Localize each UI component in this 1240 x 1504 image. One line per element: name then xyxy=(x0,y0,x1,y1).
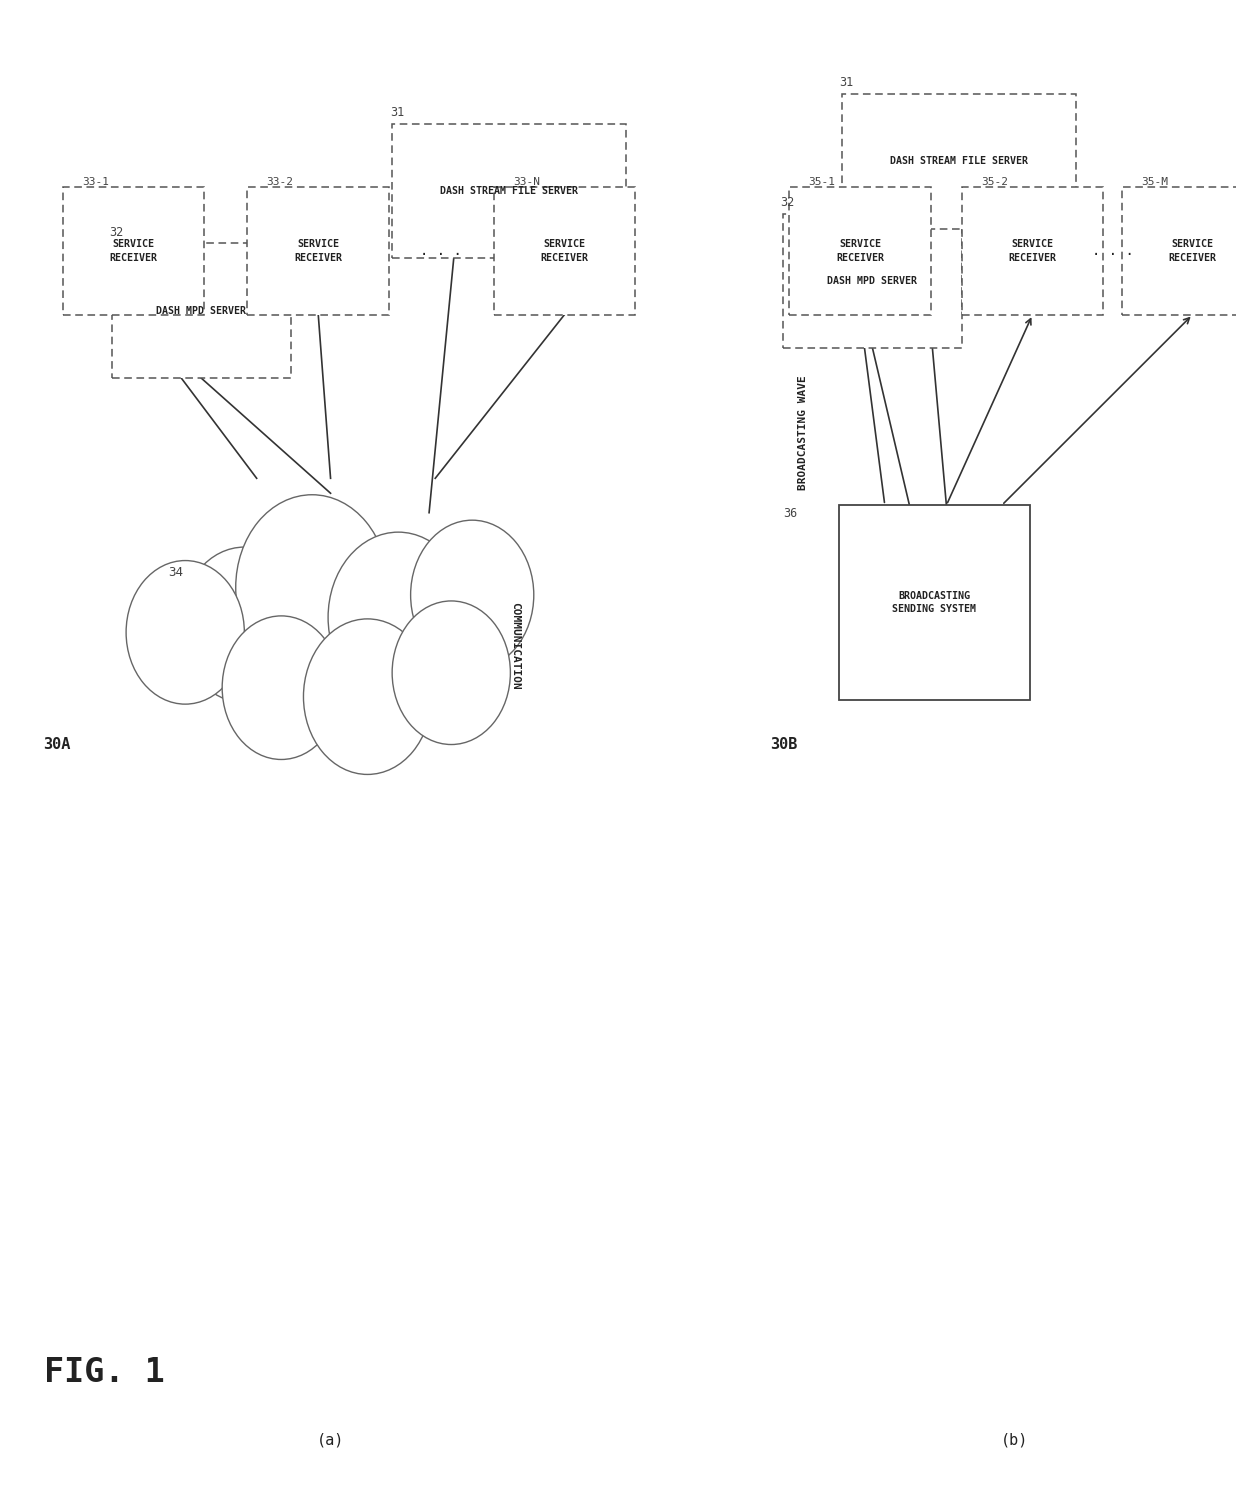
Text: 34: 34 xyxy=(167,566,182,579)
FancyBboxPatch shape xyxy=(494,188,635,314)
Text: . . .: . . . xyxy=(420,244,463,259)
Circle shape xyxy=(222,617,341,760)
Text: 32: 32 xyxy=(780,196,795,209)
FancyBboxPatch shape xyxy=(112,244,290,378)
Text: DASH MPD SERVER: DASH MPD SERVER xyxy=(156,305,247,316)
FancyBboxPatch shape xyxy=(784,214,962,347)
Text: 33-1: 33-1 xyxy=(82,176,109,186)
FancyBboxPatch shape xyxy=(790,188,931,314)
Circle shape xyxy=(180,547,309,702)
Text: SERVICE
RECEIVER: SERVICE RECEIVER xyxy=(109,239,157,263)
Text: SERVICE
RECEIVER: SERVICE RECEIVER xyxy=(836,239,884,263)
Text: (a): (a) xyxy=(317,1432,345,1447)
Text: 32: 32 xyxy=(109,226,123,239)
Text: DASH STREAM FILE SERVER: DASH STREAM FILE SERVER xyxy=(890,156,1028,167)
Text: 36: 36 xyxy=(784,507,797,520)
Text: SERVICE
RECEIVER: SERVICE RECEIVER xyxy=(1169,239,1216,263)
Circle shape xyxy=(392,602,511,744)
Circle shape xyxy=(236,495,388,680)
Text: SERVICE
RECEIVER: SERVICE RECEIVER xyxy=(1008,239,1056,263)
Text: 30B: 30B xyxy=(770,737,797,752)
Text: (b): (b) xyxy=(1001,1432,1028,1447)
FancyBboxPatch shape xyxy=(962,188,1104,314)
Text: SERVICE
RECEIVER: SERVICE RECEIVER xyxy=(541,239,589,263)
Text: . . .: . . . xyxy=(1091,244,1133,259)
Circle shape xyxy=(410,520,533,669)
FancyBboxPatch shape xyxy=(63,188,205,314)
Text: DASH STREAM FILE SERVER: DASH STREAM FILE SERVER xyxy=(440,186,578,196)
FancyBboxPatch shape xyxy=(838,505,1029,699)
Text: 30A: 30A xyxy=(43,737,71,752)
Text: BROADCASTING
SENDING SYSTEM: BROADCASTING SENDING SYSTEM xyxy=(892,591,976,614)
Text: DASH MPD SERVER: DASH MPD SERVER xyxy=(827,275,918,286)
Text: SERVICE
RECEIVER: SERVICE RECEIVER xyxy=(294,239,342,263)
Circle shape xyxy=(304,618,432,775)
FancyBboxPatch shape xyxy=(248,188,389,314)
FancyBboxPatch shape xyxy=(392,123,626,259)
Text: 33-2: 33-2 xyxy=(267,176,294,186)
Text: 33-N: 33-N xyxy=(513,176,539,186)
Text: 35-M: 35-M xyxy=(1141,176,1168,186)
Circle shape xyxy=(126,561,244,704)
Text: FIG. 1: FIG. 1 xyxy=(43,1357,165,1390)
Text: 35-2: 35-2 xyxy=(981,176,1008,186)
Text: 31: 31 xyxy=(839,77,853,89)
Text: 31: 31 xyxy=(389,107,404,119)
Text: 35-1: 35-1 xyxy=(808,176,836,186)
Circle shape xyxy=(329,532,469,702)
Text: BROADCASTING WAVE: BROADCASTING WAVE xyxy=(797,376,807,490)
Text: COMMUNICATION: COMMUNICATION xyxy=(511,603,521,690)
FancyBboxPatch shape xyxy=(842,93,1076,229)
FancyBboxPatch shape xyxy=(1122,188,1240,314)
